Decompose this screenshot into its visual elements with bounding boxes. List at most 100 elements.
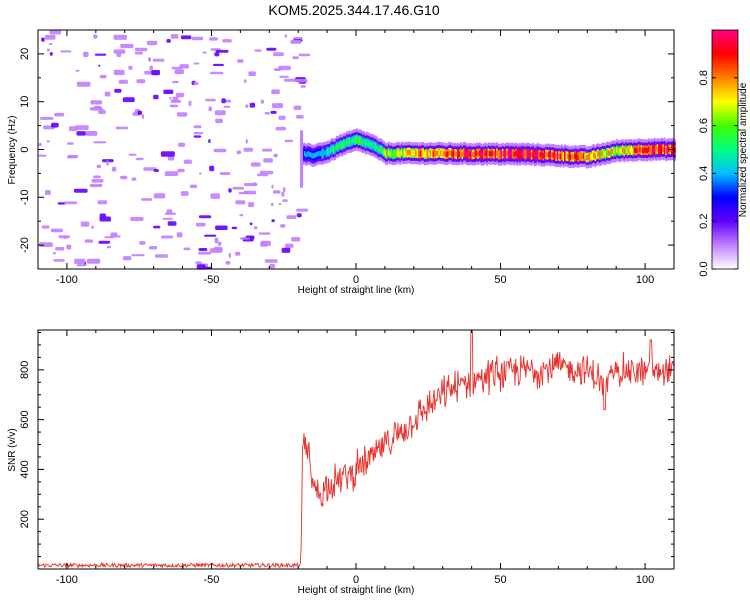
noise-blob: [99, 213, 106, 218]
ridge-cell: [581, 153, 584, 159]
ridge-cell: [409, 150, 412, 156]
ridge-cell: [369, 141, 371, 147]
noise-blob: [248, 71, 256, 76]
ridge-cell: [526, 151, 529, 157]
noise-blob: [98, 240, 111, 244]
noise-blob: [224, 99, 232, 103]
ridge-cell: [626, 148, 629, 154]
ridge-cell: [393, 151, 396, 157]
noise-blob: [291, 237, 301, 242]
ridge-cell: [439, 150, 442, 156]
ridge-cell: [660, 145, 663, 152]
noise-blob: [284, 34, 287, 38]
y-tick-label: 600: [19, 410, 31, 428]
ridge-cell: [616, 147, 618, 153]
ridge-cell: [520, 150, 523, 157]
noise-blob: [228, 252, 231, 258]
ridge-cell: [496, 150, 498, 156]
noise-blob: [50, 228, 64, 233]
ridge-cell: [630, 147, 633, 153]
noise-blob: [41, 37, 45, 42]
ridge-cell: [318, 150, 321, 157]
noise-blob: [272, 190, 281, 194]
ridge-cell: [432, 151, 435, 157]
noise-blob: [153, 193, 166, 199]
ridge-cell: [468, 151, 471, 157]
ridge-cell: [357, 137, 360, 144]
noise-blob: [76, 264, 87, 267]
noise-blob: [93, 34, 98, 39]
ridge-cell: [470, 151, 472, 157]
ridge-cell: [500, 151, 503, 158]
snr-panel: -100 -50 0 50 100 200 400 600 800 Height of str…: [7, 329, 675, 596]
ridge-cell: [405, 150, 407, 156]
noise-blob: [98, 64, 101, 67]
noise-blob: [259, 170, 274, 175]
noise-blob: [263, 158, 273, 163]
ridge-cell: [501, 151, 504, 157]
noise-blob: [169, 96, 172, 100]
noise-blob: [273, 68, 282, 71]
ridge-cell: [569, 154, 572, 160]
ridge-cell: [335, 144, 338, 150]
ridge-cell: [587, 154, 590, 160]
noise-blob: [271, 89, 280, 95]
colorbar-ticks: 0.0 0.2 0.4 0.6 0.8: [698, 70, 738, 277]
ridge-cell: [396, 150, 399, 156]
ridge-cell: [384, 150, 387, 157]
ridge-cell: [321, 151, 324, 157]
noise-blob: [98, 109, 106, 115]
ridge-cell: [305, 152, 308, 158]
noise-blob: [279, 75, 289, 78]
ridge-cell: [363, 139, 365, 145]
noise-blob: [91, 179, 104, 183]
noise-blob: [76, 81, 91, 87]
noise-blob: [141, 114, 145, 119]
noise-blob: [243, 79, 247, 83]
noise-blob: [163, 89, 174, 94]
ridge-cell: [582, 153, 585, 159]
noise-blob: [148, 57, 151, 62]
noise-blob: [128, 153, 137, 156]
noise-blob: [193, 135, 202, 138]
noise-blob: [63, 201, 78, 205]
ridge-cell: [361, 139, 364, 145]
ridge-cell: [449, 150, 452, 156]
noise-blob: [286, 215, 297, 219]
ridge-cell: [548, 151, 550, 158]
ridge-cell: [383, 149, 386, 155]
noise-blob: [180, 191, 189, 196]
y-tick-label: -10: [19, 189, 31, 205]
ridge-cell: [551, 152, 553, 158]
noise-blob: [249, 102, 256, 108]
ridge-cell: [421, 150, 423, 156]
ridge-cell: [315, 152, 318, 158]
ridge-cell: [423, 151, 426, 157]
noise-blob: [161, 235, 174, 239]
ridge-cell: [322, 150, 325, 156]
noise-blob: [130, 217, 144, 221]
noise-blob: [270, 202, 274, 207]
ridge-cell: [419, 150, 422, 157]
noise-blob: [269, 263, 276, 269]
noise-blob: [169, 104, 179, 108]
ridge-cell: [640, 147, 643, 153]
x-tick-label: 50: [494, 274, 506, 286]
noise-blob: [278, 203, 282, 206]
ridge-cell: [513, 151, 516, 158]
ridge-cell: [416, 150, 419, 156]
noise-blob: [76, 131, 86, 136]
ridge-cell: [642, 147, 644, 154]
ridge-cell: [621, 147, 624, 153]
noise-blob: [183, 247, 191, 251]
noise-blob: [67, 142, 74, 145]
noise-blob: [146, 40, 158, 46]
ridge-cell: [422, 150, 425, 156]
colorbar: 0.0 0.2 0.4 0.6 0.8 Normalized spectral ampl…: [698, 29, 749, 277]
ridge-cell: [649, 147, 652, 154]
ridge-cell: [585, 154, 588, 161]
ridge-cell: [380, 147, 383, 153]
ridge-cell: [590, 154, 592, 160]
ridge-cell: [397, 150, 400, 156]
noise-blob: [237, 59, 244, 63]
